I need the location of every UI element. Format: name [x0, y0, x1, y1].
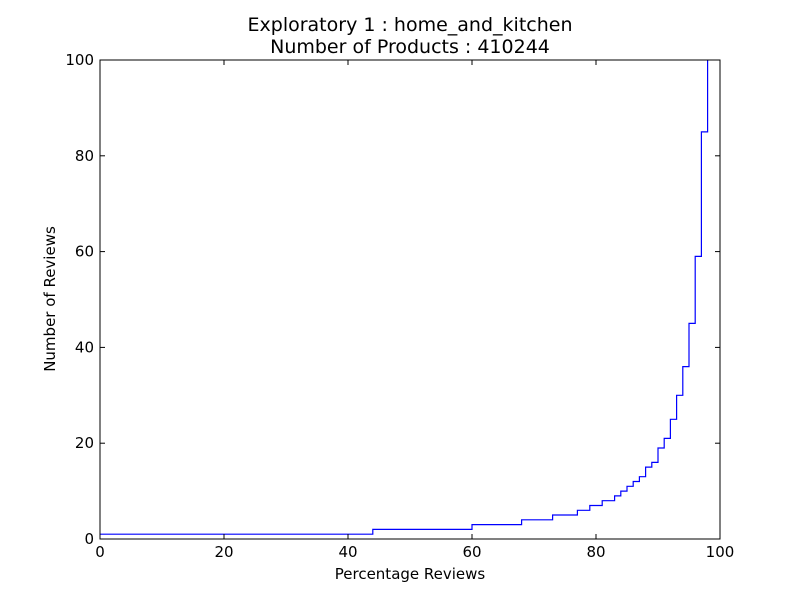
plot-area: 0 20 40 60 80 100 0 20 40 60 80 100 [65, 51, 734, 561]
y-tick-label: 60 [75, 243, 94, 261]
y-tick-label: 40 [75, 338, 94, 356]
y-axis-label: Number of Reviews [41, 226, 59, 372]
x-tick-label: 80 [586, 543, 605, 561]
axes-frame [99, 59, 721, 540]
x-axis-label: Percentage Reviews [335, 565, 486, 583]
series-line-0 [100, 60, 709, 535]
x-tick-label: 0 [95, 543, 105, 561]
x-tick-label: 60 [462, 543, 481, 561]
chart-title: Exploratory 1 : home_and_kitchen [248, 14, 573, 36]
y-tick-label: 20 [75, 434, 94, 452]
x-tick-label: 100 [706, 543, 735, 561]
chart-subtitle: Number of Products : 410244 [270, 36, 550, 58]
y-tick-label: 100 [65, 51, 94, 69]
y-tick-label: 0 [84, 530, 94, 548]
x-tick-label: 20 [214, 543, 233, 561]
y-tick-label: 80 [75, 147, 94, 165]
x-tick-label: 40 [338, 543, 357, 561]
